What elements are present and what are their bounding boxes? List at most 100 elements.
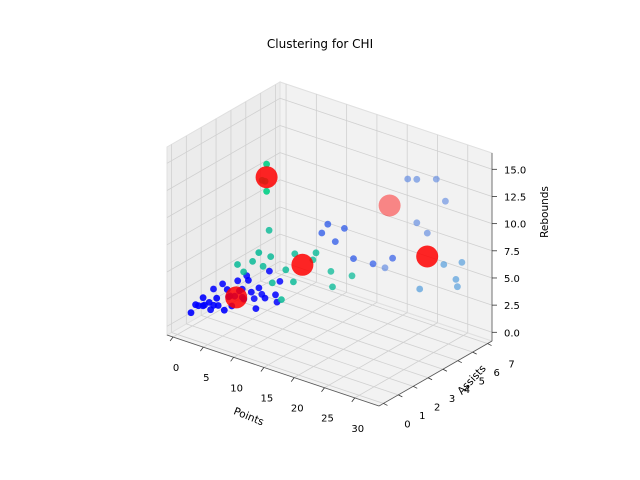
grid-line-y-floor bbox=[201, 314, 414, 387]
grid-line-z-side bbox=[166, 152, 281, 218]
data-point bbox=[423, 229, 431, 237]
grid-line-z-side bbox=[166, 233, 281, 300]
y-tick-mark bbox=[398, 394, 403, 398]
axis-edges bbox=[166, 153, 497, 407]
grid-line-x-floor bbox=[203, 281, 317, 348]
cluster-centroid bbox=[225, 286, 248, 309]
grid-line-z-back bbox=[279, 179, 493, 252]
y-tick-mark bbox=[457, 360, 462, 364]
data-point bbox=[234, 277, 242, 285]
data-point bbox=[240, 268, 248, 276]
grid-line-y-floor bbox=[230, 297, 444, 370]
x-tick-label: 10 bbox=[230, 383, 243, 394]
data-point bbox=[276, 278, 284, 285]
grid-line-z-side bbox=[166, 260, 281, 327]
x-tick-label: 30 bbox=[351, 424, 364, 435]
x-tick-label: 20 bbox=[291, 404, 304, 415]
data-point bbox=[413, 219, 421, 227]
z-tick-label: 0.0 bbox=[504, 328, 520, 339]
x-tick-mark bbox=[351, 397, 356, 403]
data-point bbox=[381, 264, 389, 272]
data-point bbox=[404, 175, 412, 183]
grid-line-z-side bbox=[166, 125, 281, 191]
grid-line-y-floor bbox=[260, 280, 473, 353]
grid-line-z-side bbox=[166, 206, 281, 273]
data-point bbox=[369, 260, 377, 268]
y-tick-label: 6 bbox=[493, 368, 499, 379]
grid-line-z-side bbox=[166, 179, 281, 246]
y-tick-label: 5 bbox=[479, 377, 485, 388]
data-point bbox=[210, 285, 217, 293]
data-point bbox=[416, 285, 424, 293]
data-point bbox=[348, 272, 356, 280]
data-point bbox=[263, 160, 270, 168]
data-point bbox=[291, 250, 299, 258]
y-tick-mark bbox=[487, 343, 492, 346]
data-point bbox=[267, 253, 275, 260]
z-tick-label: 2.5 bbox=[504, 301, 520, 312]
data-point bbox=[213, 294, 221, 302]
data-point bbox=[255, 249, 263, 256]
y-tick-label: 4 bbox=[464, 385, 470, 396]
x-tick-mark bbox=[321, 387, 325, 392]
z-tick-label: 12.5 bbox=[504, 192, 526, 203]
grid-line-z-back bbox=[279, 260, 493, 333]
data-point bbox=[389, 254, 396, 262]
data-point bbox=[327, 268, 335, 275]
data-point bbox=[249, 258, 256, 265]
grid-line-x-floor bbox=[324, 322, 438, 389]
y-tick-mark bbox=[442, 368, 448, 372]
data-point bbox=[266, 267, 273, 275]
y-tick-label: 1 bbox=[419, 411, 425, 422]
data-point bbox=[199, 302, 207, 310]
y-tick-mark bbox=[383, 403, 388, 406]
y-tick-label: 3 bbox=[449, 394, 455, 405]
grid-line-y-floor bbox=[275, 272, 488, 344]
data-point bbox=[290, 278, 297, 286]
data-point bbox=[234, 261, 241, 268]
grid-line-y-floor bbox=[186, 323, 399, 396]
data-point bbox=[187, 309, 195, 317]
z-tick-label: 15.0 bbox=[504, 165, 526, 176]
data-point bbox=[261, 294, 269, 302]
data-point bbox=[282, 266, 290, 274]
data-points bbox=[187, 160, 466, 317]
x-tick-label: 0 bbox=[173, 363, 179, 374]
data-point bbox=[278, 296, 285, 303]
y-tick-label: 0 bbox=[404, 419, 410, 430]
data-point bbox=[219, 280, 227, 288]
grid-line-z-back bbox=[279, 97, 493, 170]
data-point bbox=[199, 294, 207, 302]
x-tick-label: 15 bbox=[261, 393, 274, 404]
chart-title: Clustering for CHI bbox=[267, 37, 373, 51]
x-axis-label: Points bbox=[232, 405, 266, 428]
x-tick-mark bbox=[169, 336, 174, 342]
grid-line-x-floor bbox=[233, 291, 347, 358]
grid-line-x-floor bbox=[294, 312, 408, 378]
y-tick-label: 7 bbox=[508, 360, 514, 371]
data-point bbox=[268, 279, 276, 287]
data-point bbox=[192, 301, 200, 309]
data-point bbox=[452, 276, 460, 283]
cluster-centroid bbox=[416, 245, 439, 268]
data-point bbox=[272, 291, 279, 299]
x-tick-mark bbox=[230, 357, 234, 362]
z-tick-label: 5.0 bbox=[504, 274, 520, 285]
z-tick-label: 10.0 bbox=[504, 220, 526, 231]
data-point bbox=[341, 225, 348, 232]
data-point bbox=[250, 295, 258, 302]
x-tick-mark bbox=[260, 367, 265, 372]
y-tick-mark bbox=[427, 377, 433, 381]
data-point bbox=[318, 229, 326, 237]
data-point bbox=[247, 288, 255, 296]
grid-line-y-floor bbox=[215, 306, 429, 379]
y-axis-line bbox=[378, 340, 493, 407]
data-point bbox=[263, 187, 270, 195]
data-point bbox=[432, 175, 440, 183]
data-point bbox=[329, 283, 336, 291]
data-point bbox=[458, 259, 466, 266]
data-point bbox=[440, 261, 448, 268]
data-point bbox=[350, 255, 357, 262]
